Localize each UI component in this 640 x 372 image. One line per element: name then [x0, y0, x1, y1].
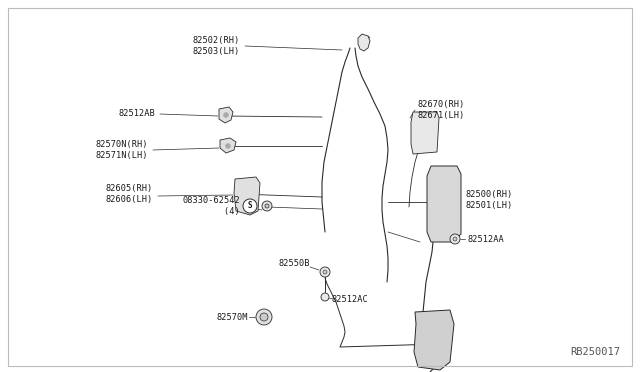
Text: 82605(RH)
82606(LH): 82605(RH) 82606(LH): [106, 184, 153, 204]
Circle shape: [453, 237, 457, 241]
Polygon shape: [234, 177, 260, 215]
Text: 82570N(RH)
82571N(LH): 82570N(RH) 82571N(LH): [95, 140, 148, 160]
Polygon shape: [427, 166, 461, 242]
Circle shape: [450, 234, 460, 244]
Circle shape: [225, 144, 230, 148]
Circle shape: [260, 313, 268, 321]
Polygon shape: [414, 310, 454, 370]
Text: 82502(RH)
82503(LH): 82502(RH) 82503(LH): [193, 36, 240, 56]
Polygon shape: [358, 34, 370, 51]
Text: 82500(RH)
82501(LH): 82500(RH) 82501(LH): [465, 190, 512, 210]
Circle shape: [323, 270, 327, 274]
Circle shape: [265, 204, 269, 208]
Text: 82512AB: 82512AB: [118, 109, 155, 119]
Polygon shape: [219, 107, 233, 123]
Text: 82512AA: 82512AA: [467, 234, 504, 244]
Text: RB250017: RB250017: [570, 347, 620, 357]
Circle shape: [320, 267, 330, 277]
Polygon shape: [220, 138, 236, 153]
Polygon shape: [411, 112, 439, 154]
Circle shape: [256, 309, 272, 325]
Text: 82670(RH)
82671(LH): 82670(RH) 82671(LH): [417, 100, 464, 120]
Text: S: S: [248, 202, 252, 211]
Circle shape: [243, 199, 257, 213]
Text: 08330-62542
    (4): 08330-62542 (4): [182, 196, 240, 216]
Text: 82570M: 82570M: [216, 312, 248, 321]
Text: 82512AC: 82512AC: [332, 295, 369, 305]
Circle shape: [223, 112, 228, 118]
Circle shape: [321, 293, 329, 301]
Circle shape: [262, 201, 272, 211]
Text: 82550B: 82550B: [278, 260, 310, 269]
